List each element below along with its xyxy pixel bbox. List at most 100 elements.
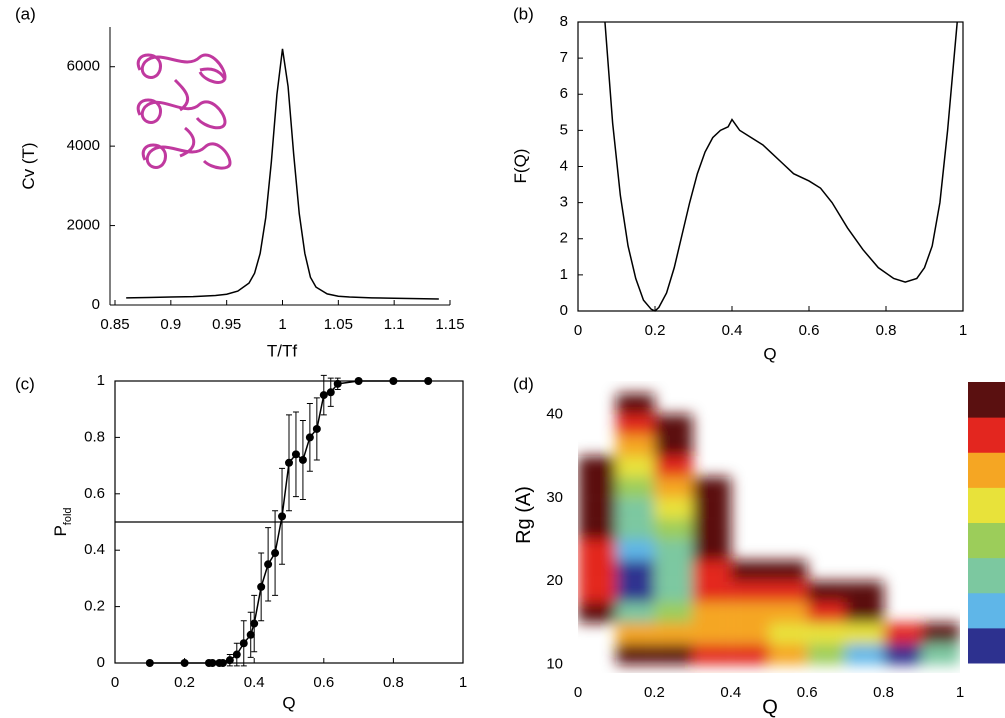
density-cell (692, 518, 731, 540)
y-tick-label: 0.2 (84, 598, 105, 615)
data-point (326, 388, 335, 397)
y-tick-label: 0 (92, 296, 100, 313)
y-tick-label: 6 (560, 85, 568, 102)
density-cell (578, 497, 617, 519)
x-tick-label: 0.6 (313, 674, 334, 691)
density-cell (578, 539, 617, 561)
x-axis-label: Q (762, 696, 778, 718)
protein-inset (136, 53, 232, 170)
data-point (208, 659, 217, 667)
y-axis-label: Cv (T) (19, 142, 38, 189)
density-cell (692, 497, 731, 519)
density-cell (654, 435, 693, 457)
data-point (246, 630, 255, 639)
density-cell (692, 643, 731, 665)
density-cell (578, 456, 617, 477)
density-cell (616, 476, 655, 498)
y-tick-label: 1 (97, 372, 105, 389)
y-axis-label-main: P (51, 525, 70, 536)
density-cell (807, 602, 846, 623)
data-point (271, 549, 280, 558)
density-cell (616, 581, 655, 603)
y-tick-label: 4 (560, 157, 568, 174)
y-tick-label: 0 (97, 654, 105, 671)
density-cell (578, 581, 617, 603)
colorbar-step (968, 627, 1005, 664)
density-cell (616, 602, 655, 623)
density-cell (654, 539, 693, 561)
density-cell (730, 622, 769, 644)
density-cell (769, 560, 808, 582)
plot-frame (577, 21, 964, 312)
colorbar-step (968, 522, 1005, 559)
y-tick-label: 30 (546, 489, 563, 506)
y-tick-label: 7 (560, 49, 568, 66)
y-tick-label: 6000 (67, 58, 100, 75)
data-point (232, 650, 241, 659)
data-point (333, 379, 342, 388)
colorbar-step (968, 382, 1005, 418)
density-cell (921, 622, 960, 644)
x-tick-label: 1 (459, 674, 467, 691)
density-cell (654, 622, 693, 644)
x-tick-label: 0.8 (383, 674, 404, 691)
y-tick-label: 40 (546, 405, 563, 422)
x-tick-label: 0.9 (160, 316, 181, 333)
density-cell (845, 643, 884, 665)
density-cell (692, 622, 731, 644)
data-point (225, 656, 234, 665)
x-axis-label: Q (763, 344, 776, 363)
density-cell (730, 581, 769, 603)
density-cell (616, 622, 655, 644)
density-cell (616, 456, 655, 477)
y-tick-label: 20 (546, 572, 563, 589)
x-tick-label: 0.4 (244, 674, 265, 691)
density-cell (654, 518, 693, 540)
density-cell (845, 602, 884, 623)
density-cell (616, 435, 655, 457)
y-axis-label: F(Q) (511, 149, 530, 184)
y-axis-label-main: Rg (A) (513, 486, 535, 544)
x-tick-label: 0.4 (722, 322, 743, 339)
density-cell (883, 643, 922, 665)
colorbar-step (968, 487, 1005, 523)
density-cell (616, 518, 655, 540)
x-tick-label: 1 (956, 684, 964, 701)
x-tick-label: 0.6 (799, 322, 820, 339)
x-tick-label: 1.15 (435, 316, 464, 333)
density-cell (730, 643, 769, 665)
data-point (354, 377, 363, 385)
y-axis-label: Rg (A) (513, 486, 535, 544)
x-tick-label: 0.2 (644, 684, 665, 701)
density-cell (730, 560, 769, 582)
y-tick-label: 2000 (67, 217, 100, 234)
x-tick-label: 0.95 (212, 316, 241, 333)
panel-label: (c) (15, 374, 35, 393)
density-cell (616, 643, 655, 665)
colorbar-step (968, 417, 1005, 453)
y-tick-label: 0 (560, 302, 568, 319)
density-cell (692, 560, 731, 582)
data-point (250, 619, 259, 628)
density-cell (578, 560, 617, 582)
colorbar-step (968, 592, 1005, 629)
y-axis-label-sub: fold (62, 507, 74, 525)
data-point (389, 377, 398, 385)
x-tick-label: 0.2 (174, 674, 195, 691)
y-tick-label: 4000 (67, 137, 100, 154)
y-tick-label: 0.6 (84, 485, 105, 502)
data-point (145, 659, 154, 667)
density-cell (616, 539, 655, 561)
data-point (218, 659, 227, 667)
density-cell (769, 602, 808, 623)
panel-label: (a) (15, 4, 36, 23)
y-tick-label: 2 (560, 230, 568, 247)
x-axis-label: Q (282, 693, 295, 712)
density-cell (654, 602, 693, 623)
y-axis-label: Pfold (51, 507, 73, 536)
y-tick-label: 5 (560, 121, 568, 138)
density-cell (692, 476, 731, 498)
density-cell (578, 476, 617, 498)
density-cell (692, 602, 731, 623)
density-cell (883, 622, 922, 644)
